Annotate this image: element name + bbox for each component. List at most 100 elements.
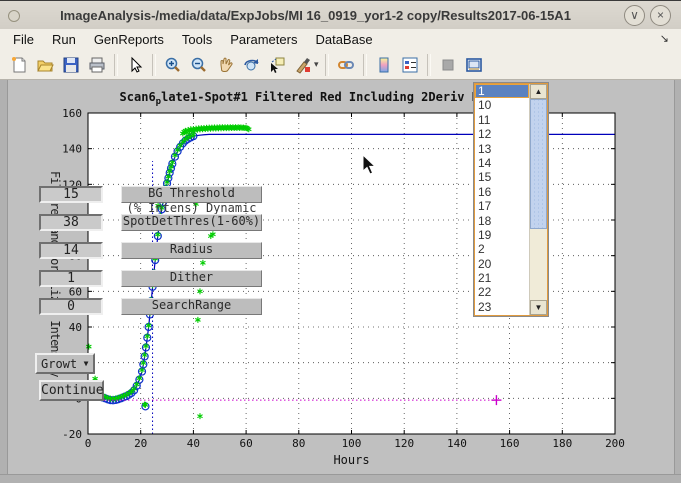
listbox-item[interactable]: 13: [478, 141, 492, 156]
scrollbar-track[interactable]: [530, 229, 547, 300]
print-icon[interactable]: [85, 53, 109, 77]
growth-dropdown-label: Growt...: [41, 356, 79, 371]
window-titlebar: ImageAnalysis-/media/data/ExpJobs/MI 16_…: [0, 1, 681, 30]
radius-button[interactable]: Radius: [121, 242, 262, 259]
green-asterisk-cloud: [141, 124, 252, 408]
window-frame-bottom: [0, 474, 681, 483]
listbox-item[interactable]: 10: [478, 98, 492, 113]
occluded-parameter-text: (% Intens) Dynamic: [126, 201, 257, 215]
menu-database[interactable]: DataBase: [315, 32, 373, 47]
y-tick-label: 160: [62, 107, 82, 120]
brush-dropdown-caret[interactable]: ▾: [314, 59, 319, 69]
chevron-down-icon: ▼: [83, 359, 89, 368]
plot-title: Scan6plate1-Spot#1 Filtered Red Includin…: [120, 90, 494, 107]
minimize-button[interactable]: ∨: [624, 5, 645, 26]
y-tick-label: -20: [62, 428, 82, 441]
listbox-item[interactable]: 21: [478, 271, 492, 286]
x-tick-label: 0: [85, 437, 92, 450]
bg-threshold-field[interactable]: 15: [39, 186, 103, 203]
toolbar-separator: [324, 53, 329, 76]
data-cursor-icon[interactable]: [265, 53, 289, 77]
pan-hand-icon[interactable]: [213, 53, 237, 77]
listbox-items: 1 10 11 12 13 14 15 16 17 18 19 2 20 21 22 23: [475, 84, 529, 315]
open-folder-icon[interactable]: [33, 53, 57, 77]
dither-field[interactable]: 1: [39, 270, 103, 287]
y-tick-label: 40: [69, 321, 82, 334]
growth-fit-curve: [95, 131, 615, 411]
toolbar-separator: [426, 53, 431, 76]
link-plots-icon[interactable]: [334, 53, 358, 77]
listbox-item[interactable]: 11: [478, 112, 491, 127]
searchrange-button[interactable]: SearchRange: [121, 298, 262, 315]
menubar: File Run GenReports Tools Parameters Dat…: [0, 29, 681, 50]
window-frame-right: [674, 80, 681, 482]
searchrange-field[interactable]: 0: [39, 298, 103, 315]
x-tick-label: 140: [447, 437, 467, 450]
figure-toolbar: ▾: [0, 50, 681, 80]
spotdetthres-button[interactable]: SpotDetThres(1-60%): [121, 214, 262, 231]
menu-file[interactable]: File: [13, 32, 34, 47]
radius-field[interactable]: 14: [39, 242, 103, 259]
listbox-item[interactable]: 22: [478, 285, 492, 300]
listbox-item[interactable]: 12: [478, 127, 492, 142]
continue-button[interactable]: Continue: [39, 380, 104, 401]
brush-icon[interactable]: [291, 53, 315, 77]
listbox-scrollbar[interactable]: ▲ ▼: [529, 84, 547, 315]
legend-icon[interactable]: [398, 53, 422, 77]
listbox-item[interactable]: 2: [478, 242, 485, 257]
x-tick-label: 20: [134, 437, 147, 450]
disabled-icon: [436, 53, 460, 77]
dither-button[interactable]: Dither: [121, 270, 262, 287]
window-frame-left: [0, 80, 8, 482]
listbox-item[interactable]: 15: [478, 170, 492, 185]
toolbar-separator: [362, 53, 367, 76]
spot-number-listbox[interactable]: 1 10 11 12 13 14 15 16 17 18 19 2 20 21 22 23 ▲ ▼: [473, 82, 549, 317]
menu-tools[interactable]: Tools: [181, 32, 213, 47]
x-tick-label: 80: [292, 437, 305, 450]
bg-threshold-button[interactable]: BG Threshold: [121, 186, 262, 203]
window-menu-icon[interactable]: [8, 10, 20, 22]
window-title: ImageAnalysis-/media/data/ExpJobs/MI 16_…: [60, 7, 571, 23]
menu-parameters[interactable]: Parameters: [230, 32, 298, 47]
dock-figure-icon[interactable]: [462, 53, 486, 77]
spotdetthres-field[interactable]: 38: [39, 214, 103, 231]
listbox-item[interactable]: 16: [478, 184, 492, 199]
listbox-item[interactable]: 23: [478, 299, 492, 314]
x-tick-label: 100: [342, 437, 362, 450]
scrollbar-thumb[interactable]: [530, 99, 547, 229]
x-tick-label: 120: [394, 437, 414, 450]
toolbar-separator: [114, 53, 118, 76]
x-tick-label: 160: [500, 437, 520, 450]
y-tick-label: 60: [69, 285, 82, 298]
listbox-item[interactable]: 17: [478, 199, 492, 214]
arrow-pointer-icon[interactable]: [123, 53, 147, 77]
zoom-in-icon[interactable]: [161, 53, 185, 77]
rotate-3d-icon[interactable]: [239, 53, 263, 77]
zoom-out-icon[interactable]: [187, 53, 211, 77]
baseline-threshold-line: [88, 395, 502, 406]
save-icon[interactable]: [59, 53, 83, 77]
x-tick-label: 40: [187, 437, 200, 450]
listbox-item[interactable]: 14: [478, 155, 492, 170]
growth-dropdown[interactable]: Growt... ▼: [35, 353, 95, 374]
scroll-down-icon[interactable]: ▼: [530, 300, 547, 315]
listbox-item[interactable]: 19: [478, 227, 492, 242]
y-tick-label: 140: [62, 143, 82, 156]
x-tick-label: 180: [552, 437, 572, 450]
x-tick-label: 200: [605, 437, 625, 450]
scroll-up-icon[interactable]: ▲: [530, 84, 547, 99]
menu-run[interactable]: Run: [51, 32, 76, 47]
mouse-cursor: [362, 154, 377, 175]
listbox-item[interactable]: 18: [478, 213, 492, 228]
toolbar-separator: [152, 53, 156, 76]
menu-genreports[interactable]: GenReports: [93, 32, 164, 47]
x-axis-label: Hours: [333, 453, 369, 467]
menu-overflow-icon[interactable]: ↘: [659, 33, 669, 45]
x-tick-label: 60: [239, 437, 252, 450]
listbox-item[interactable]: 20: [478, 256, 492, 271]
listbox-item[interactable]: 1: [475, 84, 529, 99]
new-document-icon[interactable]: [7, 53, 31, 77]
axes: 020406080100120140160180200-200204060801…: [62, 107, 625, 450]
colorbar-icon[interactable]: [372, 53, 396, 77]
close-button[interactable]: ×: [650, 5, 671, 26]
